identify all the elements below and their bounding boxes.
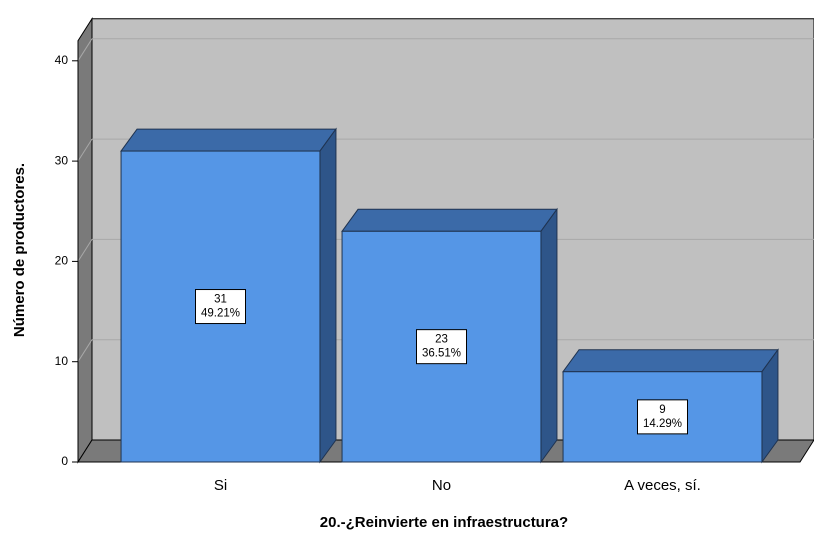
- y-tick-label: 40: [55, 53, 69, 67]
- x-tick-label: No: [432, 477, 451, 494]
- x-tick-label: A veces, sí.: [624, 477, 701, 494]
- bar-side: [540, 207, 558, 464]
- data-label-percent: 36.51%: [422, 348, 461, 360]
- y-tick-label: 30: [55, 153, 69, 167]
- grid-line-side: [77, 339, 93, 362]
- y-axis-title: Número de productores.: [11, 163, 28, 337]
- data-label-count: 23: [435, 334, 448, 346]
- bar-side: [319, 127, 337, 464]
- bar-top: [562, 349, 779, 373]
- data-label-percent: 14.29%: [643, 418, 682, 430]
- left-wall: [77, 17, 93, 464]
- bar-top: [341, 208, 558, 232]
- grid-line-side: [77, 239, 93, 262]
- x-axis-title: 20.-¿Reinvierte en infraestructura?: [320, 514, 568, 531]
- y-tick-label: 0: [61, 454, 68, 468]
- x-tick-label: Si: [214, 477, 227, 494]
- y-tick-label: 20: [55, 254, 69, 268]
- y-tick-label: 10: [55, 354, 69, 368]
- data-label-box: [195, 289, 246, 325]
- grid-line-side: [77, 138, 93, 162]
- data-label-percent: 49.21%: [201, 308, 240, 320]
- data-label-box: [637, 399, 688, 435]
- grid-line-side: [77, 38, 93, 62]
- data-label-count: 31: [214, 294, 227, 306]
- data-label-count: 9: [659, 404, 665, 416]
- bar-top: [120, 128, 337, 152]
- data-label-box: [416, 329, 467, 365]
